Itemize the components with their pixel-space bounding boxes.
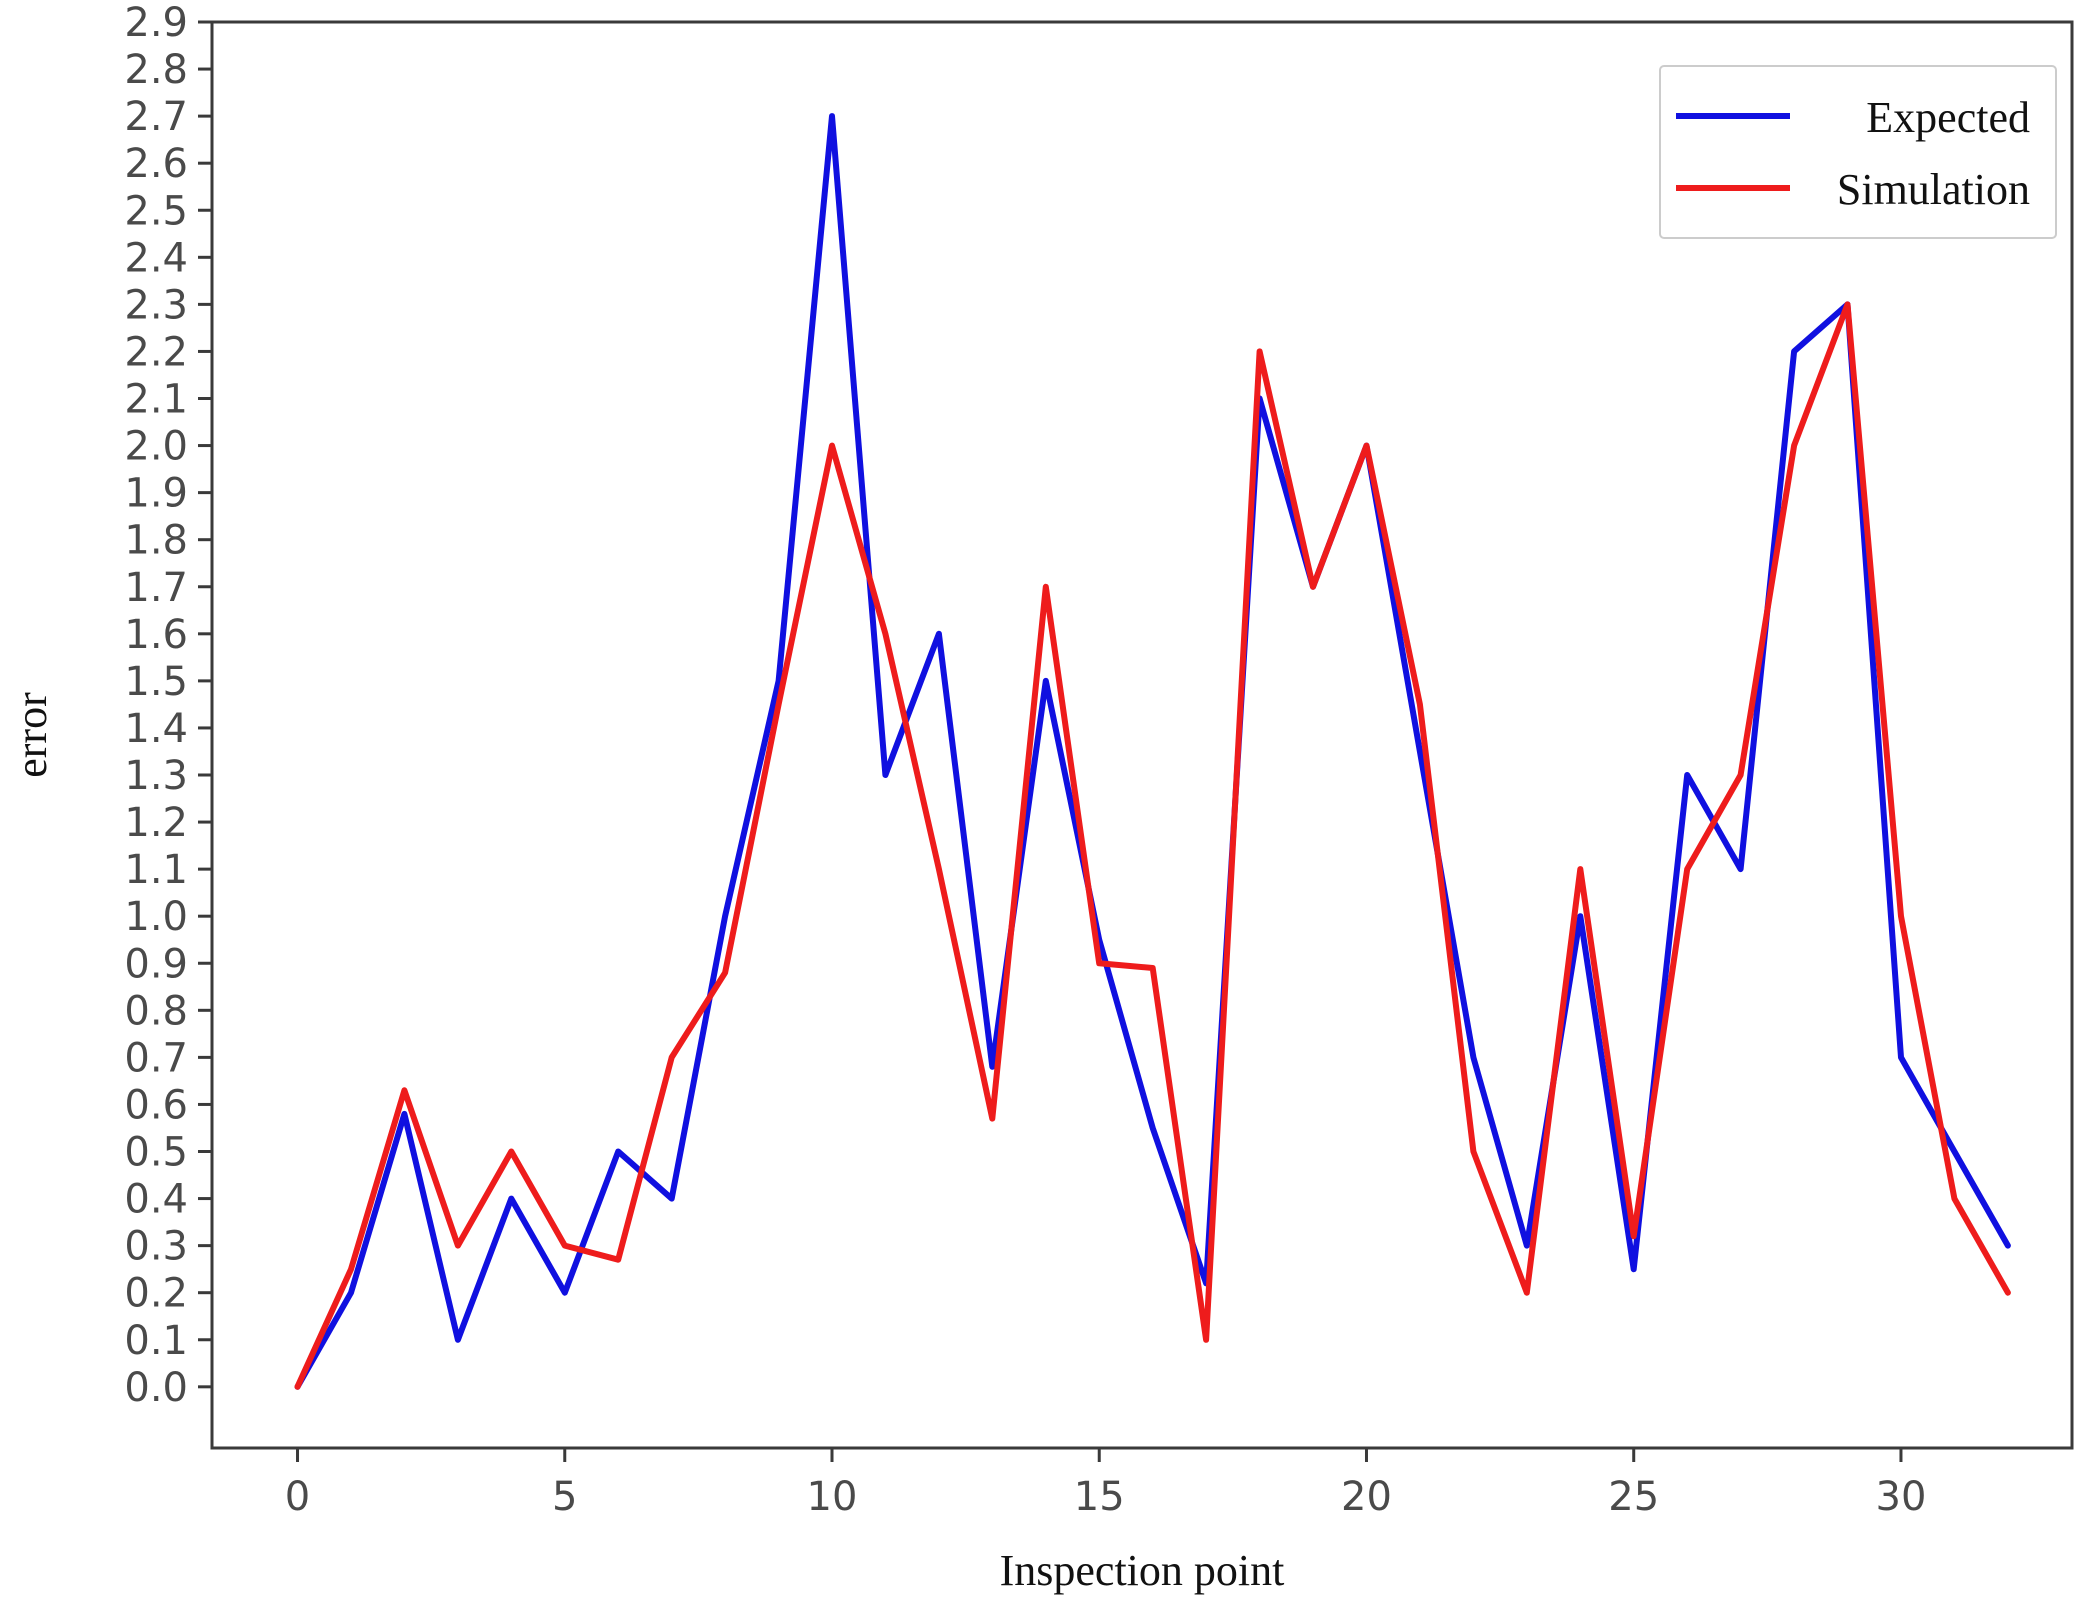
x-tick-label: 10 bbox=[807, 1474, 858, 1520]
y-tick-label: 0.2 bbox=[124, 1271, 188, 1317]
y-tick-label: 1.0 bbox=[124, 894, 188, 940]
series-layer bbox=[294, 113, 2011, 1390]
y-tick-label: 2.8 bbox=[124, 47, 188, 93]
y-axis-label: error bbox=[7, 692, 56, 778]
y-tick-label: 1.8 bbox=[124, 518, 188, 564]
y-tick-label: 0.6 bbox=[124, 1082, 188, 1128]
y-tick-label: 1.1 bbox=[124, 847, 188, 893]
y-tick-label: 1.2 bbox=[124, 800, 188, 846]
x-axis-ticks: 0 5 10 15 20 25 30 bbox=[285, 1448, 1927, 1520]
y-tick-label: 0.1 bbox=[124, 1318, 188, 1364]
y-tick-label: 2.6 bbox=[124, 141, 188, 187]
x-tick-label: 25 bbox=[1608, 1474, 1659, 1520]
x-tick-label: 0 bbox=[285, 1474, 310, 1520]
legend: Expected Simulation bbox=[1659, 65, 2057, 239]
legend-label-simulation: Simulation bbox=[1837, 165, 2030, 214]
y-tick-label: 0.0 bbox=[124, 1365, 188, 1411]
y-tick-label: 2.9 bbox=[124, 0, 188, 46]
y-tick-label: 0.7 bbox=[124, 1035, 188, 1081]
axes-frame bbox=[210, 20, 2074, 1450]
x-axis-label: Inspection point bbox=[1000, 1546, 1285, 1595]
y-tick-label: 0.5 bbox=[124, 1130, 188, 1176]
x-tick-label: 30 bbox=[1876, 1474, 1927, 1520]
plot-border bbox=[210, 20, 2074, 1450]
y-tick-label: 1.7 bbox=[124, 565, 188, 611]
y-tick-label: 1.6 bbox=[124, 612, 188, 658]
x-tick-label: 20 bbox=[1341, 1474, 1392, 1520]
y-tick-label: 2.7 bbox=[124, 94, 188, 140]
legend-label-expected: Expected bbox=[1866, 93, 2030, 142]
y-axis-ticks: 0.00.10.20.30.40.50.60.70.80.91.01.11.21… bbox=[124, 0, 212, 1411]
y-tick-label: 1.3 bbox=[124, 753, 188, 799]
y-tick-label: 2.3 bbox=[124, 282, 188, 328]
y-tick-label: 2.0 bbox=[124, 424, 188, 470]
y-tick-label: 0.4 bbox=[124, 1177, 188, 1223]
series-line-simulation bbox=[294, 301, 2011, 1390]
legend-box bbox=[1659, 65, 2057, 239]
x-tick-label: 15 bbox=[1074, 1474, 1125, 1520]
y-tick-label: 1.5 bbox=[124, 659, 188, 705]
x-tick-label: 5 bbox=[552, 1474, 577, 1520]
y-tick-label: 0.3 bbox=[124, 1224, 188, 1270]
y-tick-label: 2.2 bbox=[124, 329, 188, 375]
y-tick-label: 2.4 bbox=[124, 235, 188, 281]
y-tick-label: 1.4 bbox=[124, 706, 188, 752]
y-tick-label: 1.9 bbox=[124, 471, 188, 517]
series-line-expected bbox=[294, 113, 2011, 1390]
y-tick-label: 0.8 bbox=[124, 988, 188, 1034]
y-tick-label: 2.5 bbox=[124, 188, 188, 234]
y-tick-label: 2.1 bbox=[124, 377, 188, 423]
y-tick-label: 0.9 bbox=[124, 941, 188, 987]
